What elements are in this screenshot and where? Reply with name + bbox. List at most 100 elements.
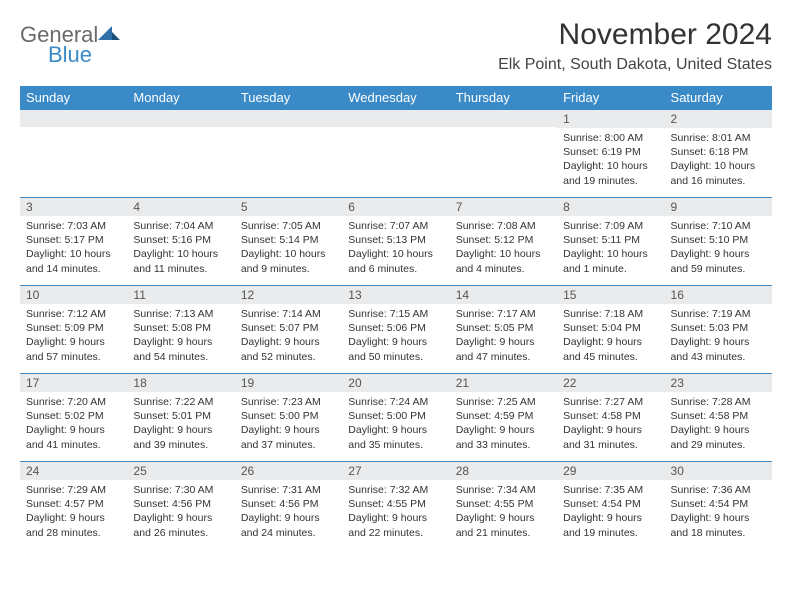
calendar-day-cell: 23Sunrise: 7:28 AMSunset: 4:58 PMDayligh… bbox=[665, 373, 772, 461]
day-detail bbox=[20, 127, 127, 136]
day-detail bbox=[450, 127, 557, 136]
daylight-line: Daylight: 9 hours and 31 minutes. bbox=[563, 423, 658, 451]
sunrise-line: Sunrise: 7:34 AM bbox=[456, 483, 551, 497]
sunrise-line: Sunrise: 7:27 AM bbox=[563, 395, 658, 409]
calendar-day-cell: 19Sunrise: 7:23 AMSunset: 5:00 PMDayligh… bbox=[235, 373, 342, 461]
day-number-bar: 2 bbox=[665, 109, 772, 128]
sunrise-line: Sunrise: 7:25 AM bbox=[456, 395, 551, 409]
daylight-line: Daylight: 9 hours and 43 minutes. bbox=[671, 335, 766, 363]
day-detail: Sunrise: 7:05 AMSunset: 5:14 PMDaylight:… bbox=[235, 216, 342, 282]
calendar-day-cell: 25Sunrise: 7:30 AMSunset: 4:56 PMDayligh… bbox=[127, 461, 234, 549]
daylight-line: Daylight: 9 hours and 24 minutes. bbox=[241, 511, 336, 539]
day-detail: Sunrise: 7:08 AMSunset: 5:12 PMDaylight:… bbox=[450, 216, 557, 282]
day-detail: Sunrise: 7:03 AMSunset: 5:17 PMDaylight:… bbox=[20, 216, 127, 282]
sunrise-line: Sunrise: 7:10 AM bbox=[671, 219, 766, 233]
day-detail: Sunrise: 7:17 AMSunset: 5:05 PMDaylight:… bbox=[450, 304, 557, 370]
calendar-day-cell: 4Sunrise: 7:04 AMSunset: 5:16 PMDaylight… bbox=[127, 197, 234, 285]
daylight-line: Daylight: 9 hours and 35 minutes. bbox=[348, 423, 443, 451]
sunrise-line: Sunrise: 7:35 AM bbox=[563, 483, 658, 497]
daylight-line: Daylight: 9 hours and 28 minutes. bbox=[26, 511, 121, 539]
day-number-bar: 15 bbox=[557, 285, 664, 304]
calendar-day-cell: 15Sunrise: 7:18 AMSunset: 5:04 PMDayligh… bbox=[557, 285, 664, 373]
day-detail: Sunrise: 7:28 AMSunset: 4:58 PMDaylight:… bbox=[665, 392, 772, 458]
day-detail bbox=[235, 127, 342, 136]
sunrise-line: Sunrise: 8:01 AM bbox=[671, 131, 766, 145]
calendar-day-cell: 8Sunrise: 7:09 AMSunset: 5:11 PMDaylight… bbox=[557, 197, 664, 285]
day-detail: Sunrise: 7:09 AMSunset: 5:11 PMDaylight:… bbox=[557, 216, 664, 282]
sunset-line: Sunset: 5:00 PM bbox=[241, 409, 336, 423]
day-detail: Sunrise: 7:22 AMSunset: 5:01 PMDaylight:… bbox=[127, 392, 234, 458]
sunrise-line: Sunrise: 7:15 AM bbox=[348, 307, 443, 321]
sunset-line: Sunset: 4:58 PM bbox=[671, 409, 766, 423]
calendar-day-cell bbox=[450, 109, 557, 197]
day-detail: Sunrise: 7:24 AMSunset: 5:00 PMDaylight:… bbox=[342, 392, 449, 458]
day-detail: Sunrise: 7:29 AMSunset: 4:57 PMDaylight:… bbox=[20, 480, 127, 546]
sunset-line: Sunset: 5:17 PM bbox=[26, 233, 121, 247]
daylight-line: Daylight: 9 hours and 41 minutes. bbox=[26, 423, 121, 451]
calendar-week-row: 3Sunrise: 7:03 AMSunset: 5:17 PMDaylight… bbox=[20, 197, 772, 285]
sunrise-line: Sunrise: 7:31 AM bbox=[241, 483, 336, 497]
day-detail: Sunrise: 7:07 AMSunset: 5:13 PMDaylight:… bbox=[342, 216, 449, 282]
sunset-line: Sunset: 4:59 PM bbox=[456, 409, 551, 423]
day-number-bar bbox=[342, 109, 449, 127]
sunset-line: Sunset: 5:04 PM bbox=[563, 321, 658, 335]
sunrise-line: Sunrise: 7:09 AM bbox=[563, 219, 658, 233]
sunrise-line: Sunrise: 7:03 AM bbox=[26, 219, 121, 233]
daylight-line: Daylight: 10 hours and 6 minutes. bbox=[348, 247, 443, 275]
day-detail bbox=[342, 127, 449, 136]
daylight-line: Daylight: 10 hours and 1 minute. bbox=[563, 247, 658, 275]
calendar-day-cell: 24Sunrise: 7:29 AMSunset: 4:57 PMDayligh… bbox=[20, 461, 127, 549]
day-name-header: Wednesday bbox=[342, 86, 449, 109]
daylight-line: Daylight: 9 hours and 39 minutes. bbox=[133, 423, 228, 451]
calendar-week-row: 1Sunrise: 8:00 AMSunset: 6:19 PMDaylight… bbox=[20, 109, 772, 197]
day-number-bar: 30 bbox=[665, 461, 772, 480]
calendar-day-cell bbox=[127, 109, 234, 197]
daylight-line: Daylight: 9 hours and 50 minutes. bbox=[348, 335, 443, 363]
sunset-line: Sunset: 5:07 PM bbox=[241, 321, 336, 335]
calendar-day-cell: 29Sunrise: 7:35 AMSunset: 4:54 PMDayligh… bbox=[557, 461, 664, 549]
day-detail: Sunrise: 7:23 AMSunset: 5:00 PMDaylight:… bbox=[235, 392, 342, 458]
calendar-day-cell: 22Sunrise: 7:27 AMSunset: 4:58 PMDayligh… bbox=[557, 373, 664, 461]
day-number-bar: 16 bbox=[665, 285, 772, 304]
day-number-bar: 18 bbox=[127, 373, 234, 392]
sunset-line: Sunset: 5:10 PM bbox=[671, 233, 766, 247]
sunrise-line: Sunrise: 7:18 AM bbox=[563, 307, 658, 321]
sunset-line: Sunset: 4:54 PM bbox=[671, 497, 766, 511]
sunset-line: Sunset: 5:05 PM bbox=[456, 321, 551, 335]
sunrise-line: Sunrise: 7:07 AM bbox=[348, 219, 443, 233]
sunrise-line: Sunrise: 7:05 AM bbox=[241, 219, 336, 233]
day-detail: Sunrise: 7:27 AMSunset: 4:58 PMDaylight:… bbox=[557, 392, 664, 458]
day-name-header: Friday bbox=[557, 86, 664, 109]
daylight-line: Daylight: 9 hours and 19 minutes. bbox=[563, 511, 658, 539]
day-name-header: Saturday bbox=[665, 86, 772, 109]
daylight-line: Daylight: 10 hours and 14 minutes. bbox=[26, 247, 121, 275]
daylight-line: Daylight: 9 hours and 29 minutes. bbox=[671, 423, 766, 451]
calendar-page: General Blue November 2024 Elk Point, So… bbox=[0, 0, 792, 559]
daylight-line: Daylight: 10 hours and 16 minutes. bbox=[671, 159, 766, 187]
day-number-bar: 1 bbox=[557, 109, 664, 128]
calendar-day-cell: 26Sunrise: 7:31 AMSunset: 4:56 PMDayligh… bbox=[235, 461, 342, 549]
sunset-line: Sunset: 4:56 PM bbox=[133, 497, 228, 511]
day-detail: Sunrise: 7:13 AMSunset: 5:08 PMDaylight:… bbox=[127, 304, 234, 370]
sunset-line: Sunset: 5:08 PM bbox=[133, 321, 228, 335]
sunrise-line: Sunrise: 7:32 AM bbox=[348, 483, 443, 497]
day-number-bar: 17 bbox=[20, 373, 127, 392]
calendar-day-cell: 17Sunrise: 7:20 AMSunset: 5:02 PMDayligh… bbox=[20, 373, 127, 461]
sunrise-line: Sunrise: 7:24 AM bbox=[348, 395, 443, 409]
sunrise-line: Sunrise: 7:14 AM bbox=[241, 307, 336, 321]
day-number-bar: 28 bbox=[450, 461, 557, 480]
day-detail: Sunrise: 7:34 AMSunset: 4:55 PMDaylight:… bbox=[450, 480, 557, 546]
calendar-day-cell bbox=[342, 109, 449, 197]
sunset-line: Sunset: 5:16 PM bbox=[133, 233, 228, 247]
brand-text: General Blue bbox=[20, 24, 120, 66]
day-number-bar: 27 bbox=[342, 461, 449, 480]
sunset-line: Sunset: 4:58 PM bbox=[563, 409, 658, 423]
calendar-day-cell: 1Sunrise: 8:00 AMSunset: 6:19 PMDaylight… bbox=[557, 109, 664, 197]
daylight-line: Daylight: 9 hours and 37 minutes. bbox=[241, 423, 336, 451]
daylight-line: Daylight: 9 hours and 47 minutes. bbox=[456, 335, 551, 363]
calendar-day-cell: 10Sunrise: 7:12 AMSunset: 5:09 PMDayligh… bbox=[20, 285, 127, 373]
day-detail: Sunrise: 7:19 AMSunset: 5:03 PMDaylight:… bbox=[665, 304, 772, 370]
daylight-line: Daylight: 10 hours and 19 minutes. bbox=[563, 159, 658, 187]
day-name-header: Sunday bbox=[20, 86, 127, 109]
calendar-week-row: 17Sunrise: 7:20 AMSunset: 5:02 PMDayligh… bbox=[20, 373, 772, 461]
